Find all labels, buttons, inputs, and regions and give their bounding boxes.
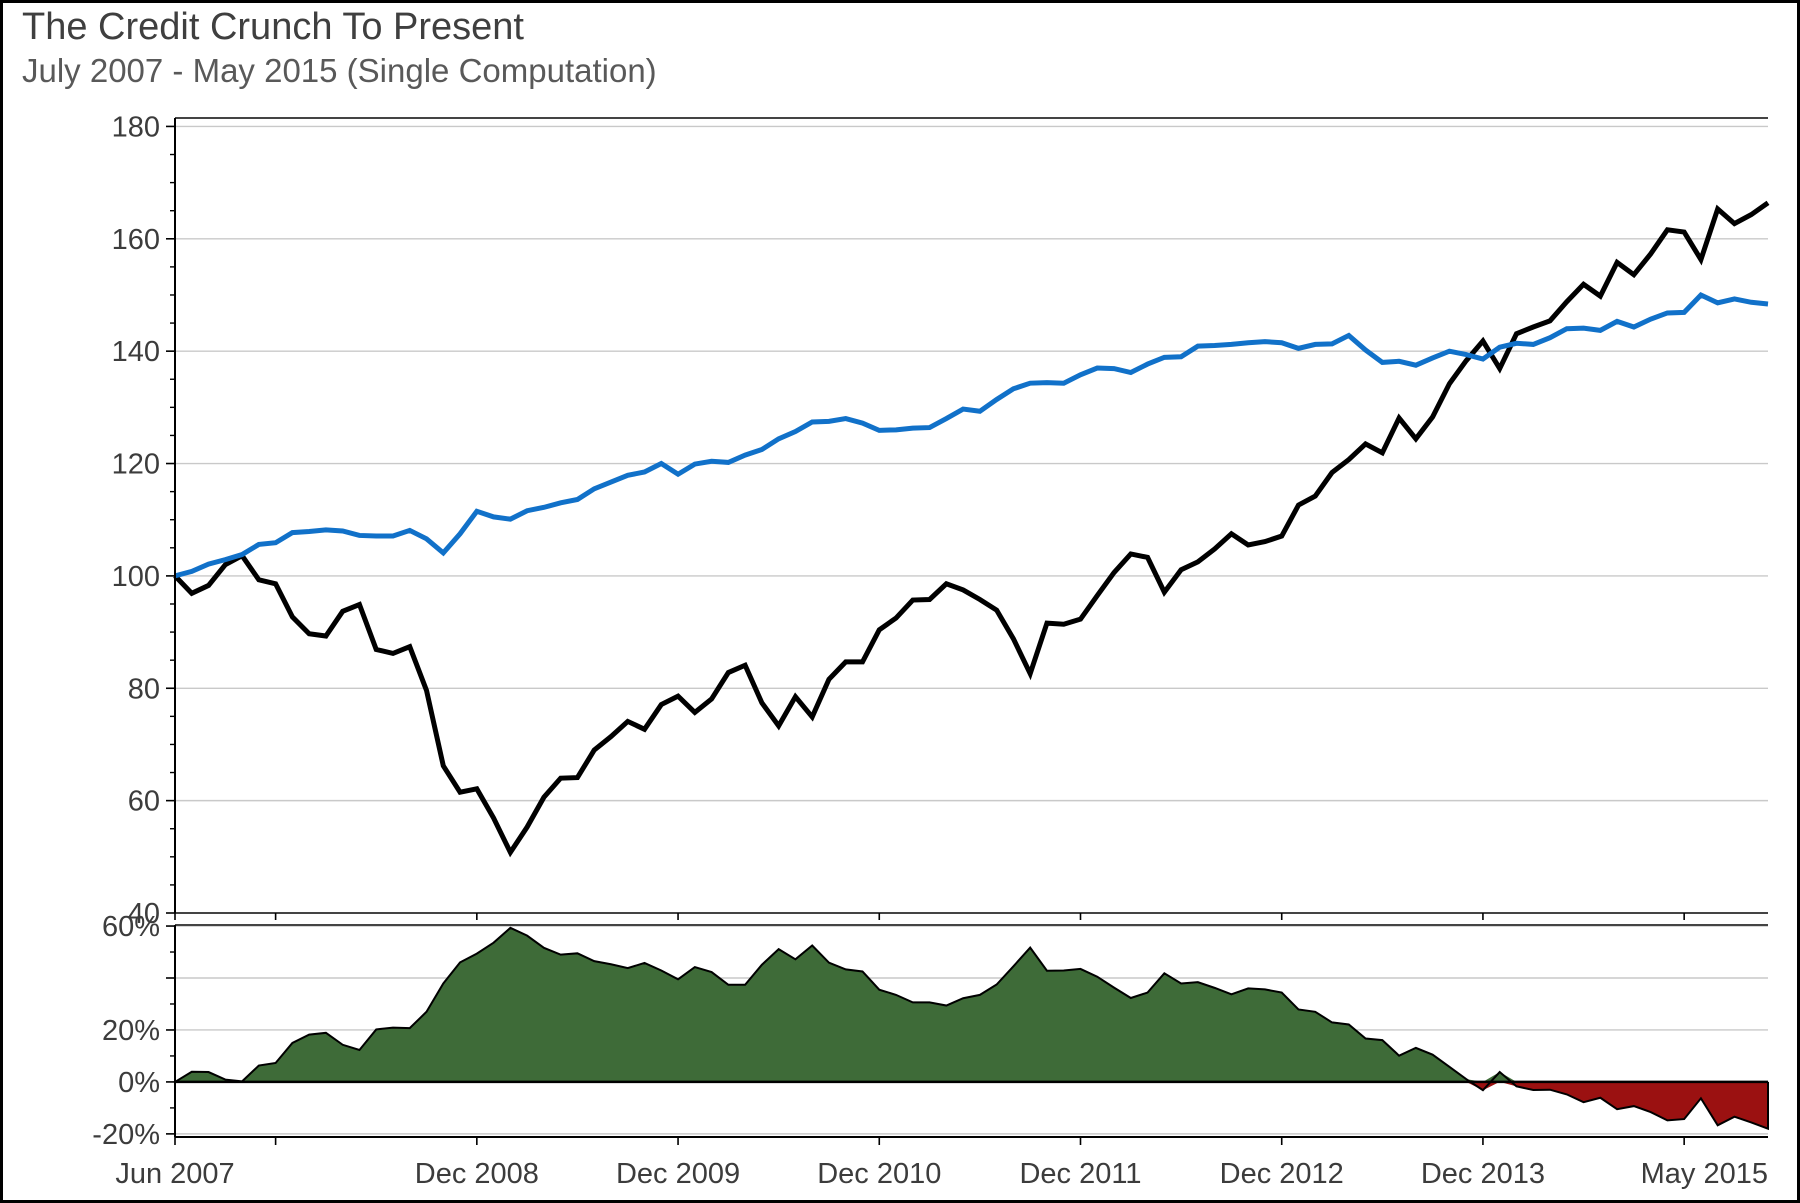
axis-tick-label: 100: [112, 561, 160, 593]
axis-tick-label: 0%: [118, 1067, 160, 1099]
difference-area-positive: [175, 927, 1768, 1082]
axis-tick-label: 140: [112, 336, 160, 368]
axis-tick-label: Dec 2008: [415, 1158, 539, 1190]
bottom-panel-y-axis: -20% 0% 20% 60%: [92, 911, 175, 1151]
axis-tick-label: May 2015: [1641, 1158, 1768, 1190]
axis-tick-label: -20%: [92, 1119, 160, 1151]
axis-tick-label: Dec 2009: [616, 1158, 740, 1190]
difference-area-negative: [175, 1081, 1768, 1129]
black-line: [173, 200, 1770, 858]
axis-tick-label: Jun 2007: [115, 1158, 234, 1190]
top-panel-series: [173, 200, 1770, 858]
axis-tick-label: Dec 2012: [1220, 1158, 1344, 1190]
axis-tick-label: Dec 2011: [1019, 1158, 1141, 1190]
gridlines: [175, 125, 1768, 1135]
chart-subtitle: July 2007 - May 2015 (Single Computation…: [22, 52, 657, 89]
x-axis: Jun 2007 Dec 2008 Dec 2009 Dec 2010 Dec 2011…: [115, 913, 1768, 1190]
difference-area-outline: [174, 926, 1769, 1131]
axis-tick-label: 20%: [102, 1015, 160, 1047]
axis-tick-label: 180: [112, 111, 160, 143]
axes: [174, 117, 1768, 1138]
axis-tick-label: 60%: [102, 911, 160, 943]
axis-tick-label: Dec 2013: [1421, 1158, 1545, 1190]
axis-tick-label: 80: [128, 673, 160, 705]
chart-title: The Credit Crunch To Present: [22, 6, 524, 48]
axis-tick-label: 160: [112, 224, 160, 256]
difference-area: [174, 926, 1769, 1131]
axis-tick-label: 60: [128, 786, 160, 818]
blue-line: [174, 291, 1769, 579]
axis-tick-label: Dec 2010: [817, 1158, 941, 1190]
axis-tick-label: 120: [112, 449, 160, 481]
top-panel-y-axis: 40 60 80 100 120 140 160 180: [112, 111, 175, 930]
axis-tick-label: 40: [128, 898, 160, 930]
